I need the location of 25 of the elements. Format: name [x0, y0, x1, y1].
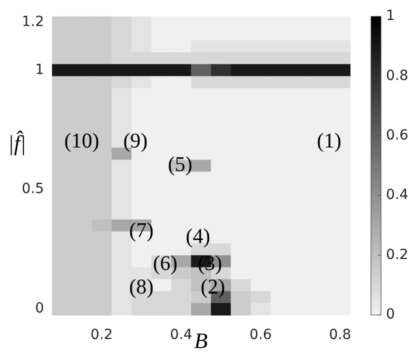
- color-bar-label: 0.4: [386, 187, 408, 204]
- annotation: (2): [200, 274, 226, 299]
- y-tick-label: 0.5: [22, 181, 44, 198]
- annotation: (8): [129, 274, 154, 299]
- y-tick-label: 1.2: [22, 14, 44, 30]
- color-bar-label: 0.8: [386, 68, 408, 84]
- color-bar-label: 0.2: [386, 246, 408, 263]
- y-tick-label: 1: [35, 62, 44, 78]
- annotation: (7): [129, 218, 154, 242]
- annotation: (6): [152, 250, 178, 275]
- color-bar-label: 0.6: [386, 127, 408, 144]
- color-bar-label: 0: [386, 306, 395, 323]
- x-tick-label: 0.4: [170, 327, 192, 344]
- x-tick-label: 0.6: [249, 327, 272, 344]
- x-axis-title: B: [194, 328, 208, 353]
- annotation: (10): [64, 128, 100, 152]
- y-axis-title: |f̂|: [8, 130, 26, 156]
- y-tick-label: 0: [35, 300, 44, 317]
- annotation: (1): [316, 128, 342, 152]
- annotation: (9): [123, 128, 148, 152]
- x-tick-label: 0.2: [90, 327, 113, 344]
- annotation: (5): [168, 152, 192, 176]
- color-bar-label: 1: [386, 8, 395, 24]
- x-tick-label: 0.8: [328, 327, 352, 344]
- annotation: (4): [186, 224, 210, 248]
